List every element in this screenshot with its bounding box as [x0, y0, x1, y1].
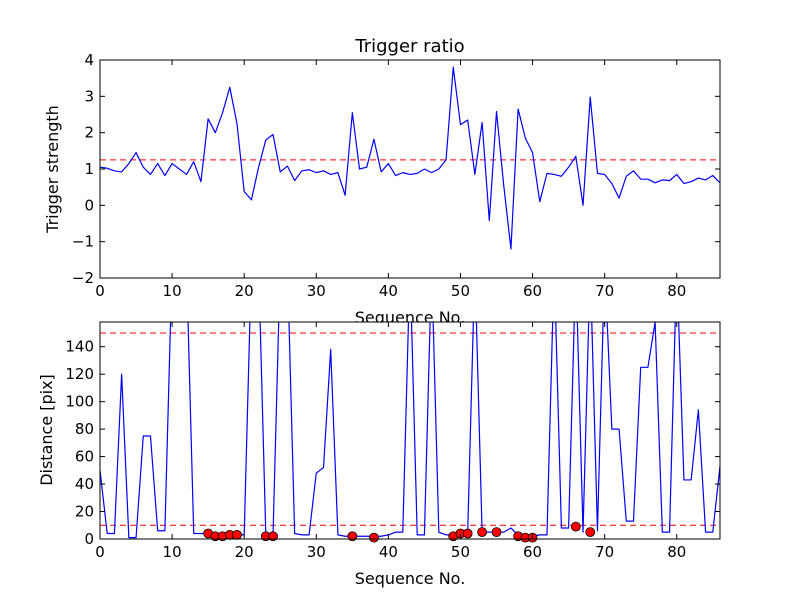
chart-title: Trigger ratio	[354, 36, 464, 57]
x-tick-label: 0	[95, 543, 105, 561]
outlier-marker	[462, 528, 473, 539]
x-tick-label: 60	[523, 282, 542, 300]
y-tick-label: 140	[65, 338, 94, 356]
x-tick-label: 40	[379, 282, 398, 300]
bottom-plot-area	[100, 322, 720, 539]
x-tick-label: 10	[163, 282, 182, 300]
y-tick-label: −1	[72, 233, 94, 251]
y-tick-label: 80	[75, 420, 94, 438]
x-tick-label: 10	[163, 543, 182, 561]
y-tick-label: 120	[65, 365, 94, 383]
x-tick-label: 20	[235, 282, 254, 300]
x-tick-label: 70	[595, 282, 614, 300]
bottom-axes-frame	[99, 321, 721, 540]
y-tick-label: 1	[84, 160, 94, 178]
x-tick-label: 80	[667, 282, 686, 300]
y-tick-label: −2	[72, 269, 94, 287]
bottom-x-axis-label: Sequence No.	[355, 569, 466, 588]
x-tick-label: 50	[451, 282, 470, 300]
x-tick-label: 50	[451, 543, 470, 561]
top-plot-area	[100, 60, 720, 278]
x-tick-label: 30	[307, 543, 326, 561]
top-ticks: 0 10 20 30 40 50 60 70 80 −2 −1 0 1 2 3 4	[72, 51, 720, 300]
y-tick-label: 20	[75, 503, 94, 521]
x-tick-label: 40	[379, 543, 398, 561]
y-tick-label: 3	[84, 87, 94, 105]
top-data-layer	[100, 66, 720, 250]
x-tick-label: 80	[667, 543, 686, 561]
x-tick-label: 70	[595, 543, 614, 561]
series-line	[100, 66, 720, 250]
bottom-y-axis-label: Distance [pix]	[37, 374, 56, 486]
outlier-marker	[491, 527, 502, 538]
y-tick-label: 60	[75, 448, 94, 466]
y-tick-label: 40	[75, 475, 94, 493]
y-tick-label: 0	[84, 196, 94, 214]
x-tick-label: 60	[523, 543, 542, 561]
x-tick-label: 30	[307, 282, 326, 300]
y-tick-label: 100	[65, 393, 94, 411]
trigger-ratio-panel: 0 10 20 30 40 50 60 70 80 −2 −1 0 1 2 3 4 Trigger ratio…	[43, 36, 721, 327]
outlier-marker	[369, 532, 379, 543]
x-tick-label: 0	[95, 282, 105, 300]
bottom-ticks: 0 10 20 30 40 50 60 70 80 0 20 40 60 80 100 120 140	[65, 322, 720, 561]
top-y-axis-label: Trigger strength	[43, 105, 62, 234]
outlier-marker	[585, 527, 596, 538]
outlier-marker	[477, 527, 487, 538]
y-tick-label: 2	[84, 124, 94, 142]
y-tick-label: 0	[84, 530, 94, 548]
x-tick-label: 20	[235, 543, 254, 561]
outlier-marker	[232, 529, 242, 540]
y-tick-label: 4	[84, 51, 94, 69]
outlier-marker	[570, 521, 581, 532]
distance-panel: 0 10 20 30 40 50 60 70 80 0 20 40 60 80 100 120 140 Sequ…	[37, 321, 721, 588]
